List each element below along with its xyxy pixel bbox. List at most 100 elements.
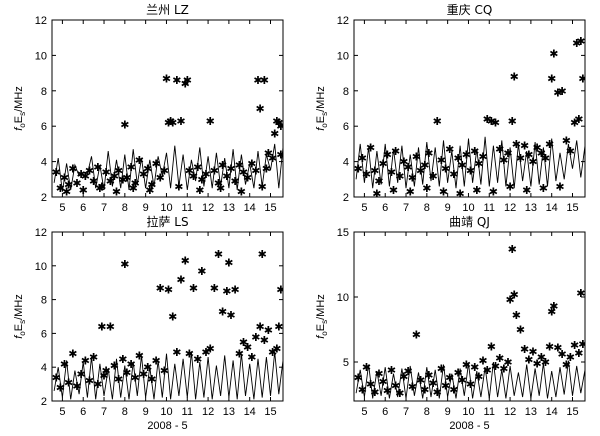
data-point-star: ✱ (99, 370, 108, 383)
panel-qujing: 曲靖 QJ ✱✱✱✱✱✱✱✱✱✱✱✱✱✱✱✱✱✱✱✱✱✱✱✱✱✱✱✱✱✱✱✱✱✱… (315, 215, 587, 432)
data-point-star: ✱ (408, 172, 417, 185)
data-point-star: ✱ (537, 147, 546, 160)
data-point-star: ✱ (145, 184, 154, 197)
data-point-star: ✱ (110, 360, 119, 373)
data-point-star: ✱ (189, 282, 198, 295)
data-point-star: ✱ (64, 179, 73, 192)
x-tick-label: 7 (101, 202, 107, 214)
x-tick-label: 8 (424, 406, 430, 418)
data-point-star: ✱ (483, 113, 492, 126)
data-point-star: ✱ (118, 353, 127, 366)
data-point-star: ✱ (93, 161, 102, 174)
data-point-star: ✱ (230, 175, 239, 188)
data-point-star: ✱ (537, 351, 546, 364)
x-tick-label: 15 (264, 202, 276, 214)
data-point-star: ✱ (272, 115, 281, 128)
data-point-star: ✱ (85, 375, 94, 388)
data-point-star: ✱ (251, 164, 260, 177)
data-point-star: ✱ (441, 379, 450, 392)
data-point-star: ✱ (139, 368, 148, 381)
data-point-star: ✱ (574, 347, 583, 360)
data-point-star: ✱ (516, 152, 525, 165)
data-point-star: ✱ (532, 357, 541, 370)
data-point-star: ✱ (106, 321, 115, 334)
data-point-star: ✱ (60, 358, 69, 371)
data-point-star: ✱ (541, 356, 550, 369)
data-point-star: ✱ (120, 258, 129, 271)
y-tick-label: 12 (337, 15, 349, 27)
data-point-star: ✱ (553, 342, 562, 355)
y-tick-label: 15 (337, 227, 349, 239)
y-tick-label: 4 (41, 362, 47, 374)
data-point-star: ✱ (126, 161, 135, 174)
data-point-star: ✱ (135, 349, 144, 362)
data-point-star: ✱ (489, 186, 498, 199)
data-point-star: ✱ (224, 256, 233, 269)
data-point-star: ✱ (226, 163, 235, 176)
data-point-star: ✱ (97, 321, 106, 334)
data-point-star: ✱ (557, 85, 566, 98)
data-point-star: ✱ (403, 365, 412, 378)
data-point-star: ✱ (549, 300, 558, 313)
x-tick-label: 12 (504, 202, 516, 214)
data-point-star: ✱ (181, 255, 190, 268)
data-point-star: ✱ (466, 378, 475, 391)
data-point-star: ✱ (64, 376, 73, 389)
data-point-star: ✱ (52, 166, 61, 179)
data-point-star: ✱ (185, 348, 194, 361)
data-point-star: ✱ (495, 352, 504, 365)
x-axis-label: 2008 - 5 (449, 420, 489, 432)
data-point-star: ✱ (131, 371, 140, 384)
x-tick-label: 9 (143, 202, 149, 214)
data-point-star: ✱ (437, 363, 446, 376)
x-tick-label: 5 (361, 406, 367, 418)
y-tick-label: 8 (343, 86, 349, 98)
data-point-star: ✱ (276, 284, 285, 297)
data-point-star: ✱ (578, 338, 587, 351)
series-stars: ✱✱✱✱✱✱✱✱✱✱✱✱✱✱✱✱✱✱✱✱✱✱✱✱✱✱✱✱✱✱✱✱✱✱✱✱✱✱✱✱… (354, 243, 587, 400)
data-point-star: ✱ (197, 265, 206, 278)
data-point-star: ✱ (243, 172, 252, 185)
data-point-star: ✱ (268, 346, 277, 359)
data-point-star: ✱ (143, 163, 152, 176)
y-tick-label: 2 (41, 192, 47, 204)
x-tick-label: 11 (182, 202, 193, 214)
data-point-star: ✱ (433, 115, 442, 128)
data-point-star: ✱ (218, 305, 227, 318)
data-point-star: ✱ (416, 374, 425, 387)
data-point-star: ✱ (391, 379, 400, 392)
x-tick-label: 7 (403, 202, 409, 214)
y-tick-label: 10 (35, 261, 47, 273)
data-point-star: ✱ (449, 168, 458, 181)
data-point-star: ✱ (189, 170, 198, 183)
series-line (53, 143, 283, 192)
data-point-star: ✱ (541, 152, 550, 165)
data-point-star: ✱ (383, 149, 392, 162)
x-tick-label: 12 (504, 406, 516, 418)
data-point-star: ✱ (52, 371, 61, 384)
data-point-star: ✱ (262, 163, 271, 176)
data-point-star: ✱ (453, 152, 462, 165)
data-point-star: ✱ (570, 339, 579, 352)
data-point-star: ✱ (445, 143, 454, 156)
data-point-star: ✱ (216, 182, 225, 195)
data-point-star: ✱ (72, 177, 81, 190)
data-point-star: ✱ (243, 341, 252, 354)
series-stars: ✱✱✱✱✱✱✱✱✱✱✱✱✱✱✱✱✱✱✱✱✱✱✱✱✱✱✱✱✱✱✱✱✱✱✱✱✱✱✱✱… (354, 35, 585, 199)
data-point-star: ✱ (358, 383, 367, 396)
x-tick-label: 12 (202, 406, 214, 418)
data-point-star: ✱ (174, 180, 183, 193)
x-tick-label: 10 (462, 202, 474, 214)
data-point-star: ✱ (570, 117, 579, 130)
data-point-star: ✱ (387, 364, 396, 377)
data-point-star: ✱ (403, 161, 412, 174)
data-point-star: ✱ (458, 374, 467, 387)
x-tick-label: 12 (202, 202, 214, 214)
data-point-star: ✱ (101, 166, 110, 179)
x-tick-label: 15 (566, 202, 578, 214)
data-point-star: ✱ (362, 361, 371, 374)
data-point-star: ✱ (81, 354, 90, 367)
x-tick-label: 15 (264, 406, 276, 418)
panel-title: 拉萨 LS (146, 214, 188, 229)
y-tick-label: 12 (35, 15, 47, 27)
